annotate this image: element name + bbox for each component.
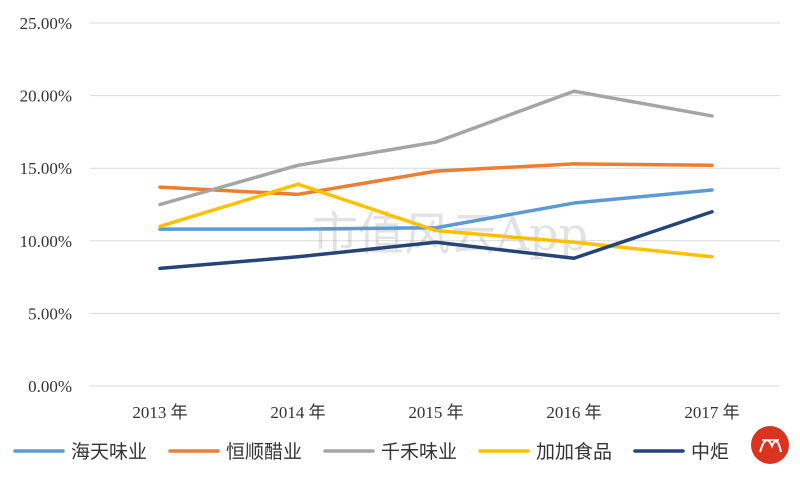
watermark-text: 市值风云App [312, 207, 588, 261]
y-tick-label: 25.00% [20, 14, 72, 33]
series-line-0 [158, 188, 714, 231]
legend-label: 恒顺醋业 [226, 441, 302, 463]
x-tick-label: 2013 年 [132, 403, 187, 422]
series-line-4 [158, 210, 714, 271]
x-tick-label: 2016 年 [546, 403, 601, 422]
legend-label: 海天味业 [71, 441, 147, 463]
legend-label: 加加食品 [536, 441, 612, 463]
legend-label: 千禾味业 [381, 441, 457, 463]
series-line-2 [158, 89, 714, 207]
series-line-1 [158, 162, 714, 197]
y-tick-label: 5.00% [28, 304, 72, 323]
legend-label: 中炬 [691, 441, 729, 463]
x-axis-ticks: 2013 年 2014 年 2015 年 2016 年 2017 年 [132, 403, 739, 422]
series-lines [158, 89, 714, 271]
watermark-logo-icon [751, 426, 789, 464]
y-tick-label: 20.00% [20, 87, 72, 106]
x-tick-label: 2015 年 [408, 403, 463, 422]
legend: 海天味业 恒顺醋业 千禾味业 加加食品 中炬 [13, 441, 729, 463]
x-tick-label: 2017 年 [684, 403, 739, 422]
gridlines [90, 22, 780, 387]
y-tick-label: 10.00% [20, 232, 72, 251]
y-tick-label: 0.00% [28, 377, 72, 396]
y-axis-ticks: 0.00% 5.00% 10.00% 15.00% 20.00% 25.00% [20, 14, 72, 396]
y-tick-label: 15.00% [20, 159, 72, 178]
x-tick-label: 2014 年 [270, 403, 325, 422]
series-line-3 [158, 182, 714, 259]
